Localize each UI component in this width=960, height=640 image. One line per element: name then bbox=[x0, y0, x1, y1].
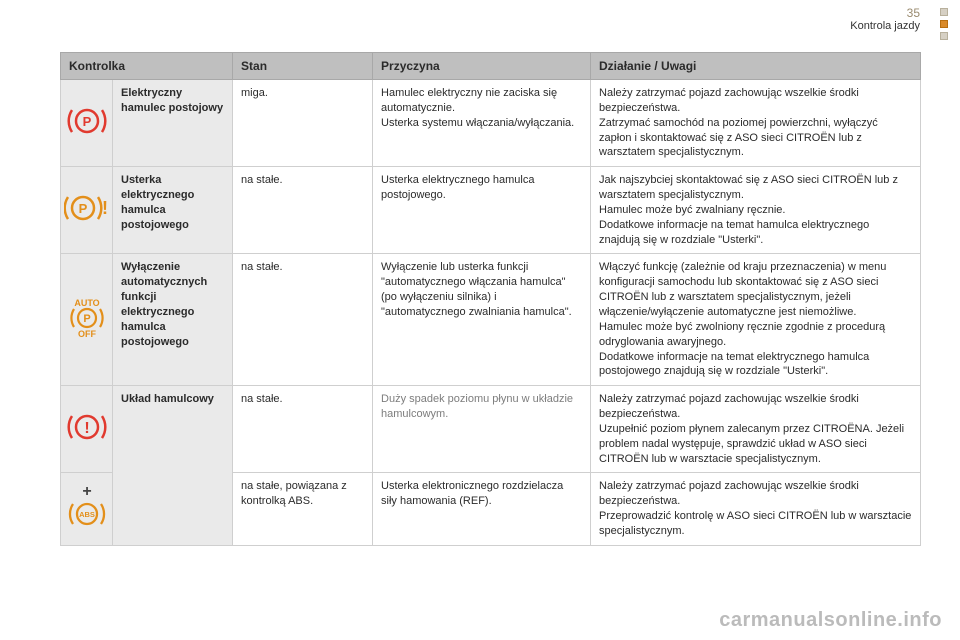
warning-state: na stałe, powiązana z kontrolką ABS. bbox=[233, 473, 373, 545]
warning-icon-cell: ! bbox=[61, 386, 113, 473]
warning-name: Usterka elektrycznego hamulca postojoweg… bbox=[113, 167, 233, 254]
warning-icon-cell: + ABS bbox=[61, 473, 113, 545]
auto-p-off-icon: AUTO P OFF bbox=[65, 295, 109, 339]
warning-action: Jak najszybciej skontaktować się z ASO s… bbox=[591, 167, 921, 254]
svg-text:AUTO: AUTO bbox=[74, 298, 99, 308]
table-header-row: Kontrolka Stan Przyczyna Działanie / Uwa… bbox=[61, 53, 921, 80]
table-row: AUTO P OFF Wyłączenie automatycznych fu bbox=[61, 254, 921, 386]
page-header: 35 Kontrola jazdy bbox=[850, 6, 920, 32]
table-row: P ! Usterka elektrycznego hamulca postoj… bbox=[61, 167, 921, 254]
warning-state: na stałe. bbox=[233, 386, 373, 473]
watermark: carmanualsonline.info bbox=[719, 609, 942, 632]
side-tab bbox=[940, 8, 948, 16]
page-number: 35 bbox=[850, 6, 920, 20]
table-row: P Elektryczny hamulec postojowy miga. Ha… bbox=[61, 80, 921, 167]
side-tabs bbox=[940, 8, 948, 44]
warning-state: miga. bbox=[233, 80, 373, 167]
table-row: ! Układ hamulcowy na stałe. Duży spadek … bbox=[61, 386, 921, 473]
svg-text:+: + bbox=[82, 483, 91, 500]
p-circle-red-icon: P bbox=[66, 104, 108, 138]
page: 35 Kontrola jazdy Kontrolka Stan Przyczy… bbox=[0, 0, 960, 640]
warning-cause: Usterka elektronicznego rozdzielacza sił… bbox=[373, 473, 591, 545]
warning-cause: Usterka elektrycznego hamulca postojoweg… bbox=[373, 167, 591, 254]
warning-name: Elektryczny hamulec postojowy bbox=[113, 80, 233, 167]
warning-cause: Hamulec elektryczny nie zaciska się auto… bbox=[373, 80, 591, 167]
warning-action: Należy zatrzymać pojazd zachowując wszel… bbox=[591, 473, 921, 545]
svg-text:!: ! bbox=[84, 420, 89, 437]
svg-text:P: P bbox=[83, 313, 90, 325]
side-tab bbox=[940, 32, 948, 40]
warning-state: na stałe. bbox=[233, 254, 373, 386]
warning-name: Układ hamulcowy bbox=[113, 386, 233, 546]
svg-text:ABS: ABS bbox=[79, 510, 95, 519]
svg-text:P: P bbox=[82, 114, 91, 129]
svg-text:!: ! bbox=[102, 198, 108, 218]
section-title: Kontrola jazdy bbox=[850, 20, 920, 32]
warning-lights-table: Kontrolka Stan Przyczyna Działanie / Uwa… bbox=[60, 52, 921, 546]
warning-cause: Wyłączenie lub usterka funkcji "automaty… bbox=[373, 254, 591, 386]
svg-text:OFF: OFF bbox=[78, 329, 96, 339]
svg-text:P: P bbox=[79, 201, 88, 216]
p-circle-orange-exclaim-icon: P ! bbox=[64, 191, 110, 225]
warning-icon-cell: AUTO P OFF bbox=[61, 254, 113, 386]
col-przyczyna: Przyczyna bbox=[373, 53, 591, 80]
col-stan: Stan bbox=[233, 53, 373, 80]
warning-action: Należy zatrzymać pojazd zachowując wszel… bbox=[591, 386, 921, 473]
warning-action: Należy zatrzymać pojazd zachowując wszel… bbox=[591, 80, 921, 167]
warning-icon-cell: P bbox=[61, 80, 113, 167]
warning-icon-cell: P ! bbox=[61, 167, 113, 254]
warning-cause: Duży spadek poziomu płynu w układzie ham… bbox=[373, 386, 591, 473]
col-kontrolka: Kontrolka bbox=[61, 53, 233, 80]
warning-name: Wyłączenie automatycznych funkcji elektr… bbox=[113, 254, 233, 386]
warning-action: Włączyć funkcję (zależnie od kraju przez… bbox=[591, 254, 921, 386]
plus-abs-icon: + ABS bbox=[66, 483, 108, 531]
col-dzialanie: Działanie / Uwagi bbox=[591, 53, 921, 80]
side-tab-active bbox=[940, 20, 948, 28]
warning-state: na stałe. bbox=[233, 167, 373, 254]
brake-exclaim-red-icon: ! bbox=[66, 410, 108, 444]
